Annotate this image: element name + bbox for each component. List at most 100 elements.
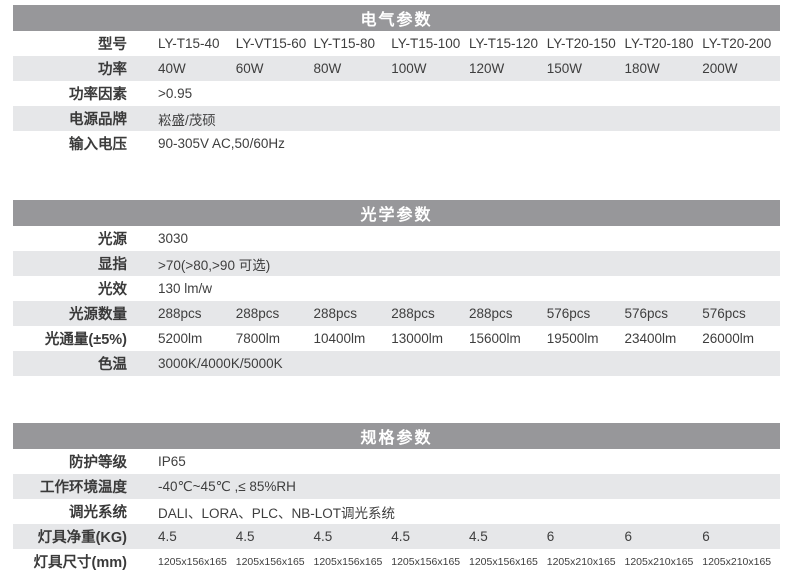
row-value: -40℃~45℃ ,≤ 85%RH [158,478,296,494]
row-value: 100W [391,61,427,76]
row-label: 光源数量 [69,307,127,323]
table-row: 工作环境温度 -40℃~45℃ ,≤ 85%RH [13,474,780,499]
row-value: 6 [624,529,633,544]
row-value: 6 [546,529,555,544]
row-value: LY-VT15-60 [235,36,307,51]
row-value: 576pcs [546,306,591,321]
row-value: 1205x156x165 [313,555,383,568]
row-value: 288pcs [235,306,280,321]
table-row: 光通量(±5%) 5200lm 7800lm 10400lm 13000lm 15600… [13,326,780,351]
table-row: 光效 130 lm/w [13,276,780,301]
row-value: 5200lm [158,331,203,346]
row-value: 90-305V AC,50/60Hz [158,136,285,151]
row-value: 13000lm [391,331,444,346]
row-label: 光源 [98,232,127,248]
row-value: LY-T20-150 [546,36,616,51]
row-value: >70(>80,>90 可选) [158,257,271,273]
spec-tables: 电气参数 型号 LY-T15-40 LY-VT15-60 LY-T15-80 LY-T… [13,5,780,574]
row-value: 4.5 [158,529,177,544]
section-rows: 型号 LY-T15-40 LY-VT15-60 LY-T15-80 LY-T15-10… [13,31,780,156]
table-row: 功率 40W 60W 80W 100W 120W 150W 180W 200W [13,56,780,81]
row-value: IP65 [158,454,186,469]
row-label: 色温 [98,357,127,373]
row-value: 1205x210x165 [546,555,616,568]
section-title: 规格参数 [360,430,433,447]
row-label: 防护等级 [69,455,127,471]
row-value: 130 lm/w [158,281,213,296]
table-row: 灯具尺寸(mm) 1205x156x165 1205x156x165 1205x15… [13,549,780,574]
spec-section: 电气参数 型号 LY-T15-40 LY-VT15-60 LY-T15-80 LY-T… [13,5,780,156]
row-value: 4.5 [391,529,411,544]
row-value: 288pcs [158,306,202,321]
row-value: LY-T20-200 [702,36,772,51]
row-value: LY-T15-100 [391,36,461,51]
section-title: 电气参数 [360,12,433,29]
row-value: 3000K/4000K/5000K [158,356,283,371]
row-label: 电源品牌 [69,112,127,128]
row-value: 26000lm [702,331,755,346]
row-value: 15600lm [469,331,521,346]
row-value: 40W [158,61,186,76]
row-value: 288pcs [391,306,435,321]
row-label: 功率 [98,62,127,78]
section-rows: 防护等级 IP65 工作环境温度 -40℃~45℃ ,≤ 85%RH 调光系统 … [13,449,780,574]
table-row: 功率因素 >0.95 [13,81,780,106]
row-value: DALI、LORA、PLC、NB-LOT调光系统 [158,505,396,521]
row-value: 4.5 [313,529,333,544]
row-value: 19500lm [546,331,599,346]
row-value: 576pcs [624,306,669,321]
table-row: 光源 3030 [13,226,780,251]
row-value: 1205x156x165 [158,555,227,568]
row-value: 4.5 [235,529,255,544]
row-value: >0.95 [158,86,193,101]
spec-section: 光学参数 光源 3030 显指 >70(>80,>90 可选) 光效 130 l… [13,200,780,376]
row-value: 3030 [158,231,189,246]
section-header: 光学参数 [13,200,780,226]
table-row: 输入电压 90-305V AC,50/60Hz [13,131,780,156]
row-value: 崧盛/茂硕 [158,112,216,128]
row-value: 288pcs [313,306,358,321]
row-value: 200W [702,61,738,76]
row-label: 输入电压 [69,137,127,153]
row-label: 功率因素 [69,87,127,103]
row-value: LY-T15-80 [313,36,376,51]
row-value: 120W [469,61,505,76]
row-value: 1205x210x165 [702,555,772,568]
row-label: 型号 [98,37,127,53]
table-row: 电源品牌 崧盛/茂硕 [13,106,780,131]
row-label: 灯具尺寸(mm) [33,555,127,571]
table-row: 色温 3000K/4000K/5000K [13,351,780,376]
row-value: 1205x210x165 [624,555,694,568]
row-value: 150W [546,61,583,76]
row-label: 光通量(±5%) [44,332,127,348]
row-value: 10400lm [313,331,366,346]
row-value: 576pcs [702,306,746,321]
row-value: 180W [624,61,660,76]
section-title: 光学参数 [360,207,433,224]
row-value: 60W [235,61,264,76]
row-label: 光效 [98,282,127,298]
row-label: 显指 [98,257,127,273]
row-value: 80W [313,61,342,76]
row-value: 23400lm [624,331,677,346]
row-value: 288pcs [469,306,513,321]
spec-section: 规格参数 防护等级 IP65 工作环境温度 -40℃~45℃ ,≤ 85%RH … [13,423,780,574]
row-value: 4.5 [469,529,488,544]
row-value: 7800lm [235,331,281,346]
table-row: 显指 >70(>80,>90 可选) [13,251,780,276]
row-value: LY-T15-40 [158,36,220,51]
section-rows: 光源 3030 显指 >70(>80,>90 可选) 光效 130 lm/w 光… [13,226,780,376]
row-value: 6 [702,529,710,544]
row-value: LY-T20-180 [624,36,694,51]
row-value: 1205x156x165 [469,555,538,568]
section-header: 规格参数 [13,423,780,449]
row-label: 工作环境温度 [40,480,127,496]
table-row: 调光系统 DALI、LORA、PLC、NB-LOT调光系统 [13,499,780,524]
row-label: 灯具净重(KG) [37,530,127,546]
table-row: 型号 LY-T15-40 LY-VT15-60 LY-T15-80 LY-T15-10… [13,31,780,56]
table-row: 光源数量 288pcs 288pcs 288pcs 288pcs 288pcs 576pc… [13,301,780,326]
table-row: 防护等级 IP65 [13,449,780,474]
row-label: 调光系统 [69,505,127,521]
table-row: 灯具净重(KG) 4.5 4.5 4.5 4.5 4.5 6 6 6 [13,524,780,549]
